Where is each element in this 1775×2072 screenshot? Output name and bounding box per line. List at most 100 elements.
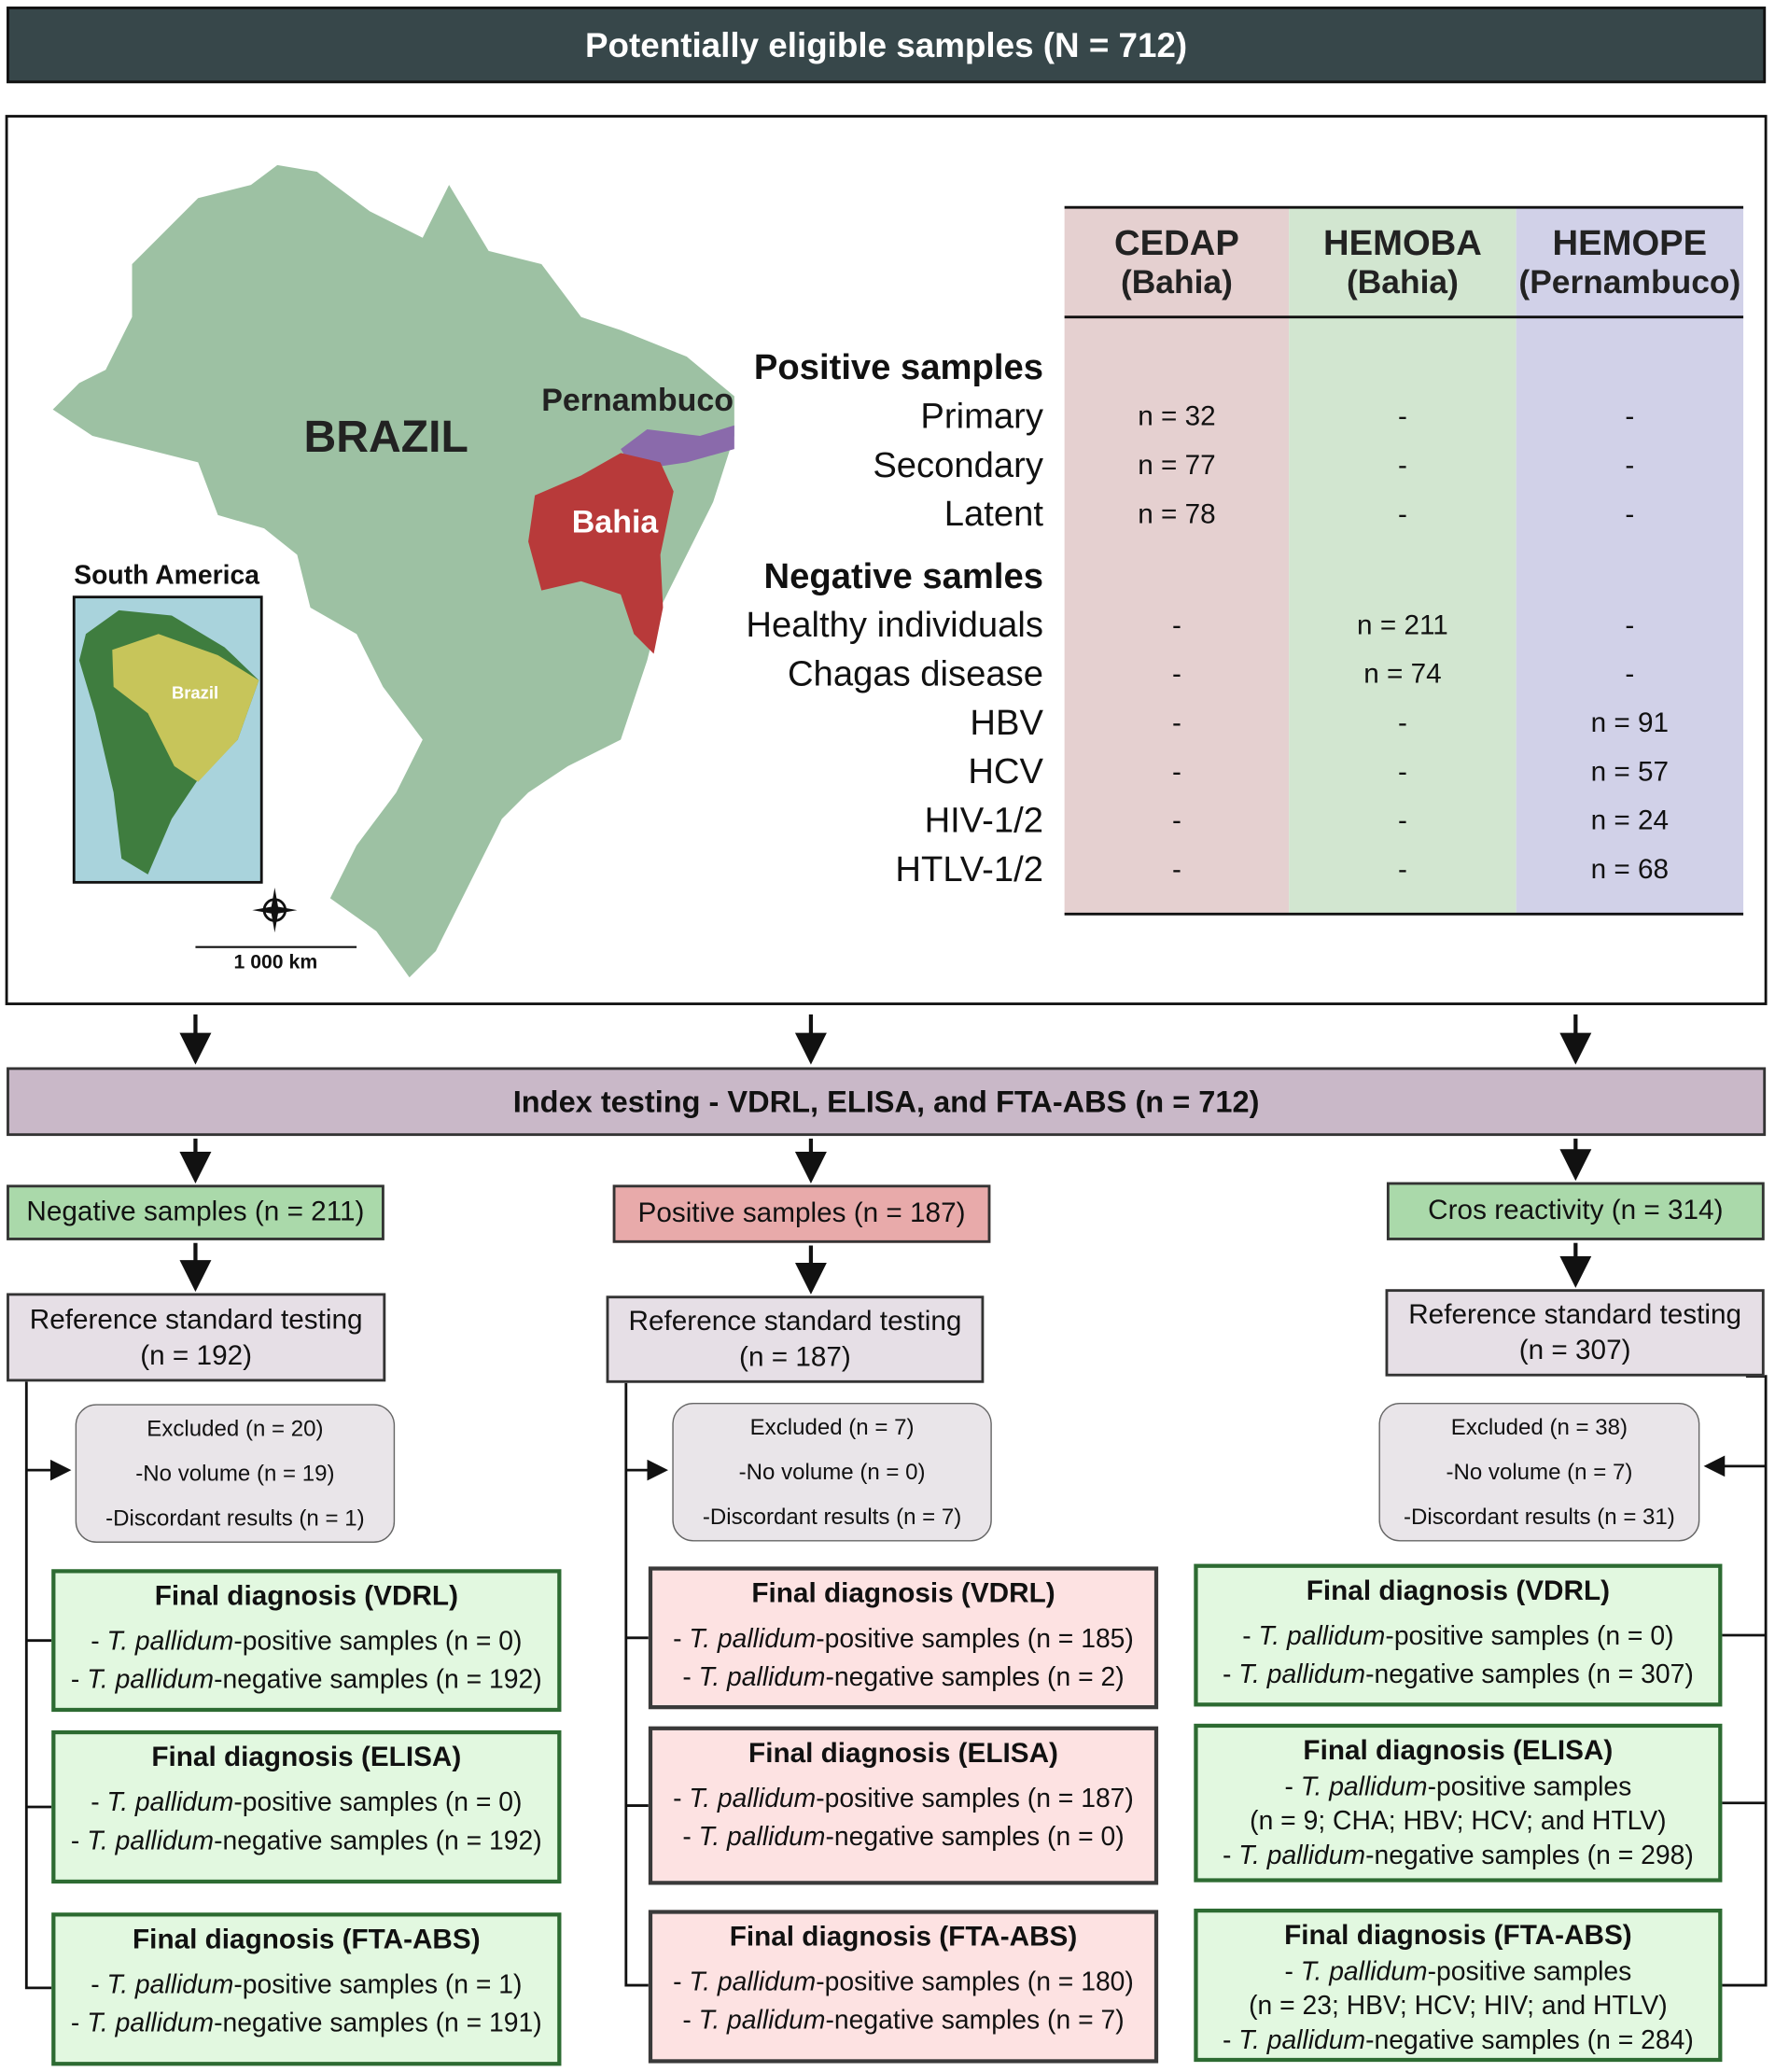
- final-title: Final diagnosis (VDRL): [1306, 1575, 1611, 1606]
- final-prefix: -: [1222, 1841, 1239, 1870]
- final-box: Final diagnosis (ELISA) - T. pallidum-pos…: [1194, 1723, 1723, 1883]
- cell: -: [1171, 854, 1181, 886]
- final-line: - T. pallidum-positive samples (n = 187): [673, 1781, 1134, 1819]
- cell: -: [1625, 659, 1635, 690]
- cell: -: [1171, 756, 1181, 788]
- cell: n = 32: [1138, 401, 1216, 432]
- final-line: - T. pallidum-negative samples (n = 192): [71, 1661, 542, 1700]
- final-title: Final diagnosis (FTA-ABS): [729, 1922, 1078, 1953]
- final-line: - T. pallidum-negative samples (n = 191): [71, 2005, 542, 2043]
- cell: n = 68: [1590, 854, 1670, 886]
- reference-line: Reference standard testing: [29, 1304, 363, 1336]
- final-text: -positive samples (n = 0): [233, 1627, 523, 1657]
- final-line: - T. pallidum-negative samples (n = 307): [1223, 1657, 1694, 1695]
- column-header: HEMOPE (Pernambuco): [1516, 211, 1743, 314]
- excluded-box: Excluded (n = 38) -No volume (n = 7) -Disc…: [1378, 1402, 1700, 1542]
- final-line: - T. pallidum-positive samples (n = 0): [91, 1785, 522, 1823]
- final-line: - T. pallidum-positive samples (n = 0): [91, 1623, 522, 1661]
- final-line: - T. pallidum-positive samples (n = 185): [673, 1620, 1134, 1659]
- final-prefix: -: [70, 2009, 88, 2038]
- cell: -: [1625, 401, 1635, 432]
- reference-line: (n = 187): [739, 1341, 851, 1373]
- cell: -: [1171, 805, 1181, 836]
- bahia-shape: [528, 453, 674, 654]
- reference-line: (n = 192): [140, 1339, 253, 1371]
- inset-label: Brazil: [171, 682, 219, 703]
- reference-line: (n = 307): [1518, 1335, 1631, 1366]
- final-text: -positive samples: [1427, 1772, 1632, 1802]
- species: T. pallidum: [698, 1822, 826, 1853]
- final-prefix: -: [682, 1662, 699, 1692]
- final-title: Final diagnosis (FTA-ABS): [1284, 1920, 1632, 1952]
- final-line: - T. pallidum-positive samples (n = 0): [1242, 1618, 1673, 1657]
- reference-box: Reference standard testing (n = 187): [606, 1295, 985, 1383]
- final-line: - T. pallidum-negative samples (n = 284): [1223, 2023, 1694, 2058]
- cell: -: [1397, 401, 1407, 432]
- final-text: -negative samples (n = 191): [214, 2009, 542, 2038]
- arrows: [179, 1014, 1592, 1295]
- row-label: Healthy individuals: [746, 605, 1044, 645]
- col-band: [1064, 207, 1290, 915]
- species: T. pallidum: [698, 1662, 826, 1692]
- final-prefix: -: [673, 1967, 690, 1997]
- final-title: Final diagnosis (ELISA): [1303, 1735, 1614, 1767]
- cell: -: [1171, 707, 1181, 739]
- cell: -: [1397, 707, 1407, 739]
- final-prefix: -: [1242, 1621, 1259, 1651]
- species: T. pallidum: [698, 2006, 826, 2036]
- row-label: HTLV-1/2: [895, 848, 1044, 889]
- final-line: - T. pallidum-positive samples (n = 180): [673, 1964, 1134, 2002]
- species: T. pallidum: [1258, 1621, 1386, 1651]
- final-box: Final diagnosis (ELISA) - T. pallidum-pos…: [648, 1726, 1159, 1885]
- section-title: Negative samles: [763, 555, 1044, 596]
- final-line: - T. pallidum-negative samples (n = 7): [682, 2002, 1124, 2040]
- excluded-line: Excluded (n = 7): [749, 1413, 915, 1439]
- species: T. pallidum: [689, 1784, 817, 1814]
- final-text: -negative samples (n = 307): [1365, 1659, 1694, 1690]
- species: T. pallidum: [1300, 1957, 1428, 1987]
- final-box: Final diagnosis (ELISA) - T. pallidum-pos…: [51, 1729, 562, 1884]
- group-box: Negative samples (n = 211): [7, 1184, 384, 1240]
- final-prefix: -: [682, 2006, 699, 2036]
- final-line: - T. pallidum-negative samples (n = 0): [682, 1819, 1124, 1857]
- reference-box: Reference standard testing (n = 192): [7, 1293, 386, 1382]
- cell: n = 91: [1590, 707, 1670, 739]
- cell: -: [1397, 450, 1407, 482]
- final-prefix: -: [682, 1822, 699, 1853]
- final-line: - T. pallidum-negative samples (n = 2): [682, 1659, 1124, 1697]
- index-title: Index testing - VDRL, ELISA, and FTA-ABS…: [512, 1084, 1260, 1118]
- final-text: -positive samples (n = 187): [816, 1784, 1134, 1814]
- final-text: -positive samples (n = 185): [816, 1624, 1134, 1654]
- excluded-line: -No volume (n = 0): [738, 1459, 926, 1484]
- excluded-line: -Discordant results (n = 1): [105, 1505, 365, 1531]
- final-prefix: -: [673, 1624, 690, 1654]
- species: T. pallidum: [87, 1827, 215, 1856]
- final-line: - T. pallidum-positive samples: [1284, 1770, 1631, 1804]
- final-box: Final diagnosis (FTA-ABS) - T. pallidum-p…: [51, 1912, 562, 2066]
- column-name: CEDAP: [1114, 223, 1239, 263]
- final-box: Final diagnosis (VDRL) - T. pallidum-posi…: [1194, 1563, 1723, 1707]
- final-prefix: -: [1222, 1659, 1239, 1690]
- group-label: Cros reactivity (n = 314): [1428, 1195, 1724, 1226]
- row-label: Latent: [943, 494, 1044, 534]
- cell: -: [1397, 854, 1407, 886]
- cell: -: [1625, 498, 1635, 530]
- species: T. pallidum: [1238, 1659, 1366, 1690]
- species: T. pallidum: [1238, 1841, 1366, 1870]
- species: T. pallidum: [1238, 2025, 1366, 2056]
- final-prefix: -: [673, 1784, 690, 1814]
- final-text: -negative samples (n = 192): [214, 1827, 542, 1856]
- cell: n = 57: [1590, 756, 1670, 788]
- state-label: Pernambuco: [541, 383, 734, 419]
- cell: -: [1625, 450, 1635, 482]
- cell: -: [1397, 498, 1407, 530]
- final-title: Final diagnosis (VDRL): [751, 1578, 1055, 1609]
- row-label: Secondary: [873, 444, 1044, 485]
- excluded-line: -Discordant results (n = 7): [702, 1504, 962, 1530]
- pernambuco-shape: [621, 425, 734, 470]
- index-box: Index testing - VDRL, ELISA, and FTA-ABS…: [7, 1067, 1767, 1137]
- final-title: Final diagnosis (ELISA): [748, 1738, 1058, 1769]
- excluded-line: -No volume (n = 7): [1446, 1459, 1633, 1484]
- final-line: - T. pallidum-positive samples (n = 1): [91, 1967, 522, 2005]
